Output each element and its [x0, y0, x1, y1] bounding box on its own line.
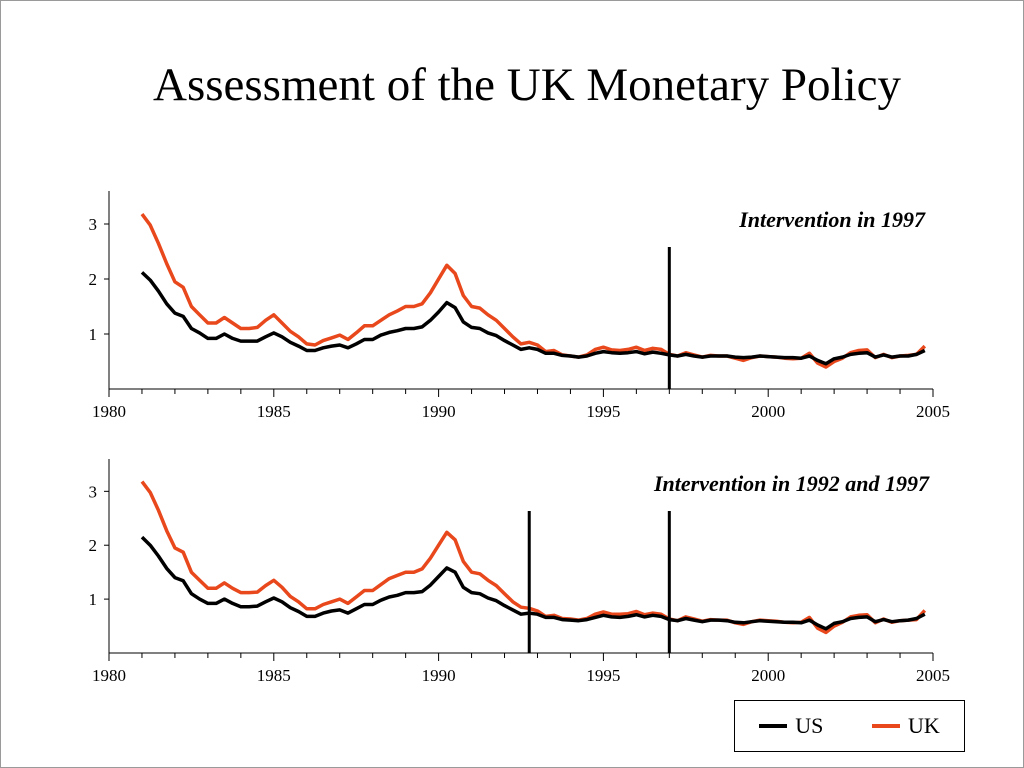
chart2-y-tick-label-2: 2	[89, 536, 98, 555]
chart2-series-line-uk	[140, 480, 927, 635]
chart2-series-line-us	[140, 535, 926, 631]
chart1-series-line-uk	[140, 213, 927, 369]
chart1-y-tick-label-3: 3	[89, 215, 98, 234]
legend-swatch-us	[759, 724, 788, 728]
chart1-x-tick-label-1990: 1990	[422, 402, 456, 421]
chart2-x-tick-label-1980: 1980	[92, 666, 126, 685]
legend: US UK	[734, 700, 965, 752]
chart1-annotation: Intervention in 1997	[738, 207, 926, 232]
chart2-x-tick-label-1985: 1985	[257, 666, 291, 685]
chart1-x-tick-label-1985: 1985	[257, 402, 291, 421]
chart2-annotation: Intervention in 1992 and 1997	[653, 471, 930, 496]
chart1-y-tick-label-1: 1	[89, 325, 98, 344]
chart2-x-tick-label-1995: 1995	[586, 666, 620, 685]
chart1-x-tick-label-1995: 1995	[586, 402, 620, 421]
slide-title: Assessment of the UK Monetary Policy	[153, 59, 901, 111]
chart2-x-tick-label-2000: 2000	[751, 666, 785, 685]
chart1-x-tick-label-1980: 1980	[92, 402, 126, 421]
legend-item-uk: UK	[871, 713, 940, 739]
chart2-y-tick-label-3: 3	[89, 482, 98, 501]
legend-label-uk: UK	[907, 713, 940, 738]
chart1-y-tick-label-2: 2	[89, 270, 98, 289]
chart1-x-tick-label-2000: 2000	[751, 402, 785, 421]
legend-item-us: US	[759, 713, 823, 739]
chart1-x-tick-label-2005: 2005	[916, 402, 950, 421]
chart2-x-tick-label-1990: 1990	[422, 666, 456, 685]
chart2-y-tick-label-1: 1	[89, 590, 98, 609]
legend-label-us: US	[795, 713, 824, 738]
chart1-series-line-us	[140, 271, 926, 366]
chart2-x-tick-label-2005: 2005	[916, 666, 950, 685]
legend-swatch-uk	[871, 724, 900, 728]
